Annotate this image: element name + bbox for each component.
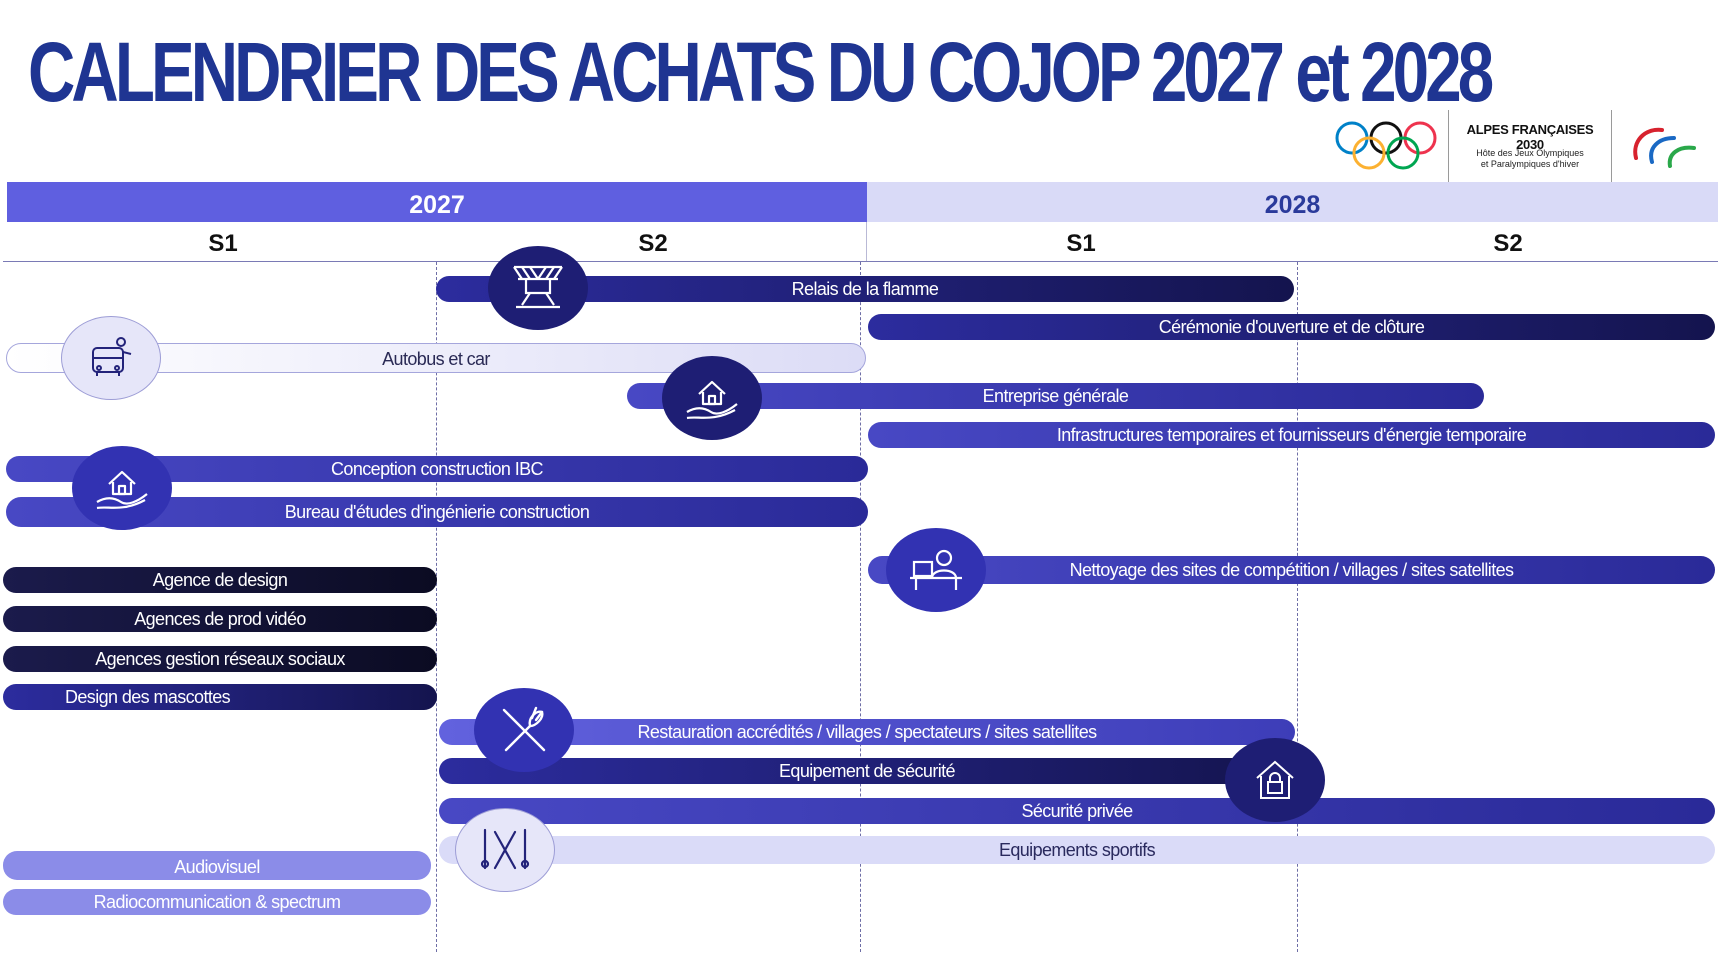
bar-restauration: Restauration accrédités / villages / spe… [439, 719, 1295, 745]
gridline-2028-s1 [860, 262, 861, 952]
bar-entreprise-generale: Entreprise générale [627, 383, 1484, 409]
logo-block: ALPES FRANÇAISES 2030 Hôte des Jeux Olym… [1326, 110, 1718, 182]
fork-knife-icon [474, 688, 574, 772]
skis-icon [455, 808, 555, 892]
bus-icon [61, 316, 161, 400]
semester-2028-s2: S2 [1493, 230, 1523, 257]
house-lock-icon [1225, 738, 1325, 822]
bar-equipements-sportifs: Equipements sportifs [439, 836, 1715, 864]
logo-divider [1611, 110, 1612, 182]
page-title: CALENDRIER DES ACHATS DU COJOP 2027 et 2… [28, 25, 1494, 119]
bar-design-mascottes: Design des mascottes [3, 684, 437, 710]
bar-agence-design: Agence de design [3, 567, 437, 593]
bar-agences-prod-video: Agences de prod vidéo [3, 606, 437, 632]
year-header-2027: 2027 [7, 182, 867, 222]
logo-divider [1448, 110, 1449, 182]
header-rule [3, 261, 1718, 262]
podium-icon [488, 246, 588, 330]
agitos-icon [1633, 127, 1696, 168]
bar-audiovisuel: Audiovisuel [3, 851, 431, 880]
house-in-hand-icon [72, 446, 172, 530]
house-in-hand-icon [662, 356, 762, 440]
semester-2028-s1: S1 [1066, 230, 1096, 257]
cleaning-worker-icon [886, 528, 986, 612]
olympic-rings-icon [1335, 121, 1437, 170]
bar-agences-reseaux-sociaux: Agences gestion réseaux sociaux [3, 646, 437, 672]
year-header-2028: 2028 [867, 182, 1718, 222]
bar-securite-privee: Sécurité privée [439, 798, 1715, 824]
brand-subtitle: Hôte des Jeux Olympiques et Paralympique… [1476, 148, 1584, 169]
semester-2027-s2: S2 [638, 230, 668, 257]
bar-nettoyage: Nettoyage des sites de compétition / vil… [868, 556, 1715, 584]
semester-2027-s1: S1 [208, 230, 238, 257]
bar-infrastructures-temporaires: Infrastructures temporaires et fournisse… [868, 422, 1715, 448]
gridline-2028-s2 [1297, 262, 1298, 952]
bar-ceremonie: Cérémonie d'ouverture et de clôture [868, 314, 1715, 340]
gridline-2027-s2 [436, 262, 437, 952]
bar-equipement-securite: Equipement de sécurité [439, 758, 1295, 784]
bar-radiocommunication: Radiocommunication & spectrum [3, 889, 431, 915]
semester-divider [866, 222, 867, 262]
brand-name: ALPES FRANÇAISES 2030 [1466, 122, 1594, 152]
